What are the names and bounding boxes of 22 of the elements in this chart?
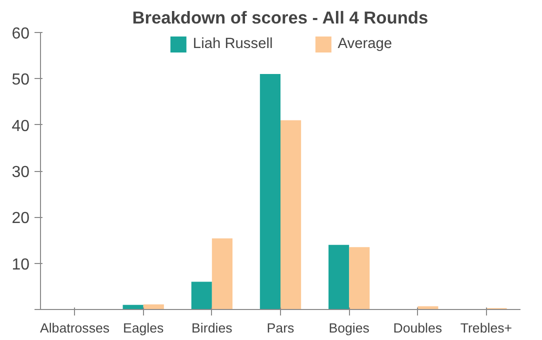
x-tick-label: Doubles	[393, 320, 442, 336]
y-tick-label: 10	[12, 256, 30, 274]
bar	[328, 244, 350, 310]
legend-label: Liah Russell	[192, 36, 273, 52]
bar	[212, 238, 232, 310]
legend-label: Average	[338, 36, 392, 52]
x-tick-label: Trebles+	[460, 320, 512, 336]
x-tick-label: Albatrosses	[40, 320, 110, 336]
x-tick-label: Pars	[266, 320, 295, 336]
y-tick-label: 40	[12, 118, 30, 135]
bar	[191, 282, 212, 310]
y-tick-label: 50	[12, 72, 30, 89]
chart-title: Breakdown of scores - All 4 Rounds	[132, 8, 428, 28]
x-tick-label: Birdies	[192, 320, 233, 336]
y-tick-label: 30	[12, 164, 30, 181]
bar	[349, 247, 370, 310]
x-tick-label: Bogies	[328, 320, 370, 336]
y-tick-label: 60	[12, 26, 30, 42]
x-tick-label: Eagles	[122, 320, 164, 336]
bar	[280, 120, 302, 310]
y-tick-label: 20	[12, 210, 30, 228]
bar	[260, 74, 280, 310]
